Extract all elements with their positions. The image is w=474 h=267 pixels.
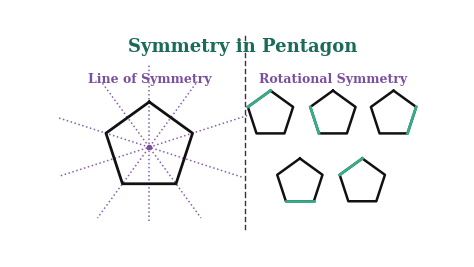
Text: Symmetry in Pentagon: Symmetry in Pentagon xyxy=(128,38,357,56)
Text: Rotational Symmetry: Rotational Symmetry xyxy=(259,73,407,86)
Text: Line of Symmetry: Line of Symmetry xyxy=(88,73,211,86)
